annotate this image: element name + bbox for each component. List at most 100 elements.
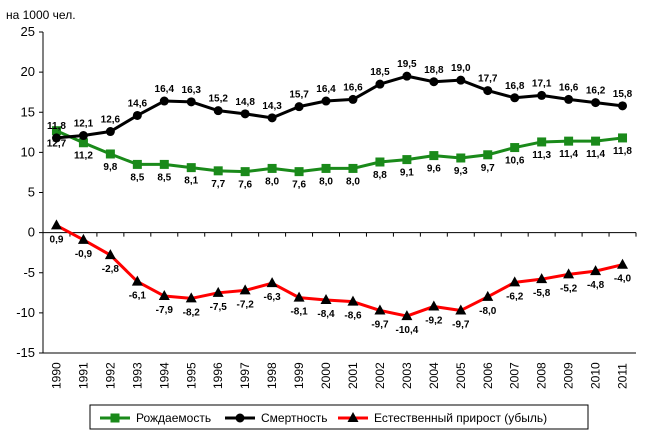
marker-triangle xyxy=(347,412,359,422)
marker-square xyxy=(564,136,574,146)
marker-triangle xyxy=(482,290,494,301)
y-tick-label: -10 xyxy=(16,305,35,320)
data-label: 14,8 xyxy=(235,97,255,108)
marker-triangle xyxy=(293,291,305,302)
marker-triangle xyxy=(536,273,548,284)
marker-square xyxy=(591,136,601,146)
marker-circle xyxy=(105,127,115,137)
marker-triangle xyxy=(617,258,629,269)
data-label: 8,0 xyxy=(319,176,333,187)
x-tick-label: 2003 xyxy=(400,362,414,389)
data-label: -8,2 xyxy=(183,307,201,318)
marker-square xyxy=(375,157,385,167)
x-tick-label: 2005 xyxy=(454,362,468,389)
data-label: -7,2 xyxy=(237,299,255,310)
data-label: -8,1 xyxy=(290,307,308,318)
x-tick-label: 1996 xyxy=(211,362,225,389)
series-line xyxy=(56,74,623,140)
marker-square xyxy=(51,126,61,136)
data-label: 15,8 xyxy=(613,89,633,100)
marker-circle xyxy=(348,94,358,104)
marker-square xyxy=(159,159,169,169)
marker-circle xyxy=(618,101,628,111)
x-tick-label: 2010 xyxy=(589,362,603,389)
data-label: 16,6 xyxy=(343,82,363,93)
x-tick-label: 2006 xyxy=(481,362,495,389)
marker-square xyxy=(78,138,88,148)
series-2 xyxy=(51,71,628,143)
data-label: 9,1 xyxy=(400,168,414,179)
legend-label: Рождаемость xyxy=(136,411,211,425)
data-label: 17,7 xyxy=(478,74,498,85)
y-tick-label: 15 xyxy=(21,104,35,119)
marker-circle xyxy=(235,413,245,423)
x-tick-label: 1991 xyxy=(76,362,90,389)
data-label: 15,7 xyxy=(289,90,309,101)
y-tick-label: -5 xyxy=(23,265,35,280)
x-tick-label: 1993 xyxy=(130,362,144,389)
marker-circle xyxy=(267,113,277,123)
data-label: 12,1 xyxy=(74,119,94,130)
y-tick-label: 10 xyxy=(21,144,35,159)
data-label: -6,2 xyxy=(506,291,524,302)
x-tick-label: 1998 xyxy=(265,362,279,389)
data-label: 16,3 xyxy=(182,85,202,96)
marker-circle xyxy=(321,96,331,106)
marker-triangle xyxy=(428,300,440,311)
marker-square xyxy=(294,167,304,177)
legend: Рождаемость Смертность Естественный прирос… xyxy=(89,404,589,430)
marker-triangle xyxy=(320,294,332,305)
data-label: 9,8 xyxy=(103,162,117,173)
marker-triangle xyxy=(131,275,143,286)
legend-label: Естественный прирост (убыль) xyxy=(374,411,547,425)
y-tick-label: -15 xyxy=(16,345,35,360)
marker-triangle xyxy=(374,304,386,315)
marker-circle xyxy=(132,110,142,120)
series-layer xyxy=(50,71,629,321)
marker-circle xyxy=(591,98,601,108)
y-tick-label: 20 xyxy=(21,64,35,79)
data-label: -7,5 xyxy=(210,302,228,313)
data-label: -6,1 xyxy=(129,291,147,302)
data-label: 8,1 xyxy=(184,176,198,187)
marker-circle xyxy=(537,90,547,100)
marker-circle xyxy=(402,71,412,81)
marker-square xyxy=(240,167,250,177)
data-label: -0,9 xyxy=(75,249,93,260)
data-label: -6,3 xyxy=(263,292,281,303)
data-label: 8,8 xyxy=(373,170,387,181)
marker-circle xyxy=(483,86,493,96)
marker-triangle xyxy=(455,304,467,315)
marker-circle xyxy=(429,77,439,87)
data-label: 18,8 xyxy=(424,65,444,76)
data-label: 8,0 xyxy=(265,176,279,187)
marker-triangle xyxy=(212,286,224,297)
marker-square xyxy=(321,163,331,173)
data-label: -8,4 xyxy=(317,309,335,320)
marker-triangle xyxy=(185,292,197,303)
x-tick-label: 2007 xyxy=(508,362,522,389)
data-label: -4,0 xyxy=(614,274,632,285)
marker-triangle xyxy=(77,233,89,244)
marker-circle xyxy=(564,94,574,104)
data-label: 7,6 xyxy=(292,180,306,191)
x-tick-label: 1992 xyxy=(103,362,117,389)
marker-circle xyxy=(78,131,88,141)
x-tick-label: 2008 xyxy=(535,362,549,389)
marker-circle xyxy=(240,109,250,119)
series-line xyxy=(55,129,623,174)
marker-circle xyxy=(213,106,223,116)
series-1 xyxy=(51,126,628,177)
data-label: 8,5 xyxy=(157,172,171,183)
data-label: 11,4 xyxy=(586,149,605,160)
marker-square xyxy=(510,143,520,153)
marker-triangle xyxy=(239,284,251,295)
data-label: -5,2 xyxy=(560,283,578,294)
data-label: 19,5 xyxy=(397,59,417,70)
marker-square xyxy=(348,163,358,173)
data-label: -2,8 xyxy=(102,264,120,275)
x-tick-label: 1990 xyxy=(49,362,63,389)
marker-triangle xyxy=(590,265,602,276)
marker-square xyxy=(429,151,439,161)
data-label: -4,8 xyxy=(587,280,605,291)
